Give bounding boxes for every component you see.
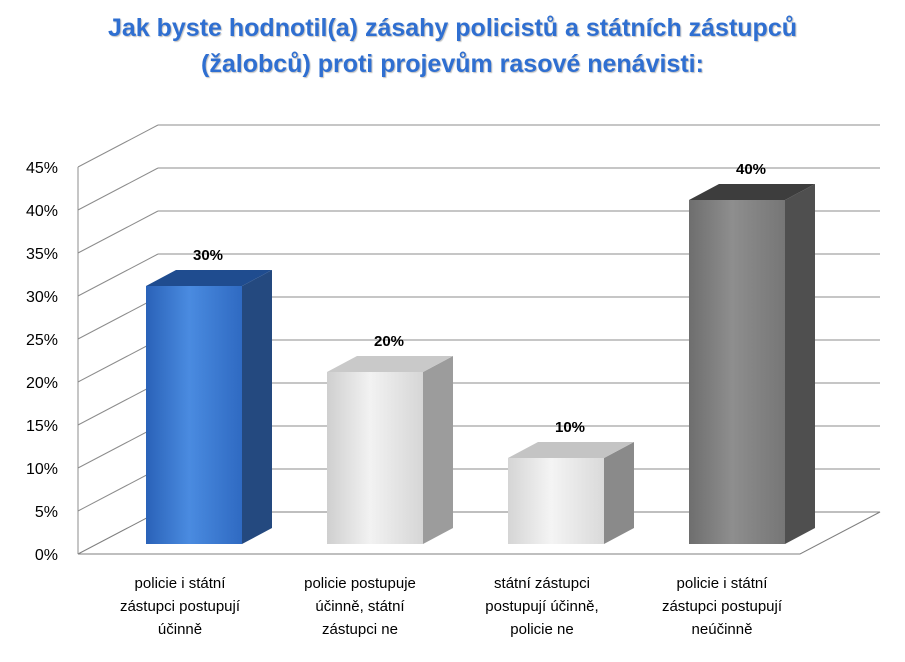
x-category-label: policie i státní zástupci postupují účinně	[95, 572, 265, 641]
y-tick-label: 10%	[26, 461, 58, 478]
y-tick-label: 30%	[26, 289, 58, 306]
bar-side	[604, 442, 634, 544]
y-tick-label: 0%	[35, 547, 58, 564]
gridline-side	[77, 468, 159, 512]
data-label: 30%	[193, 247, 223, 264]
x-category-label: policie i státní zástupci postupují neúčin…	[637, 572, 807, 641]
bar-front	[689, 200, 785, 544]
data-label: 20%	[374, 333, 404, 350]
gridline-side	[77, 253, 159, 297]
bar-front	[146, 286, 242, 544]
chart-title-line-2: (žalobců) proti projevům rasové nenávist…	[201, 50, 704, 78]
x-category-label-line: policie ne	[510, 621, 574, 638]
gridline-side	[77, 210, 159, 254]
bar-front	[327, 372, 423, 544]
gridline-side	[77, 296, 159, 340]
data-labels: 30% 20% 10% 40%	[193, 161, 766, 436]
bar-front	[508, 458, 604, 544]
bar-side	[242, 270, 272, 544]
bar-top	[327, 356, 453, 372]
bar	[689, 184, 815, 544]
x-category-label-line: zástupci ne	[322, 621, 398, 638]
y-tick-label: 40%	[26, 203, 58, 220]
x-category-label-line: státní zástupci	[494, 575, 590, 592]
chart-title: Jak byste hodnotil(a) zásahy policistů a…	[0, 10, 905, 82]
x-category-label-line: policie i státní	[676, 575, 768, 592]
gridline-side	[77, 124, 159, 168]
data-label: 40%	[736, 161, 766, 178]
bars	[146, 184, 815, 544]
x-category-label-line: zástupci postupují	[661, 598, 783, 615]
y-tick-label: 20%	[26, 375, 58, 392]
gridline-side	[77, 339, 159, 383]
gridline-side	[77, 167, 159, 211]
bar	[508, 442, 634, 544]
x-category-label-line: zástupci postupují	[119, 598, 241, 615]
x-category-label-line: neúčinně	[691, 621, 753, 638]
bar-side	[423, 356, 453, 544]
floor	[77, 511, 881, 555]
gridline-side	[77, 382, 159, 426]
chart-title-line-1: Jak byste hodnotil(a) zásahy policistů a…	[107, 14, 798, 42]
gridlines	[77, 124, 881, 555]
y-tick-label: 25%	[26, 332, 58, 349]
data-label: 10%	[555, 419, 585, 436]
y-tick-label: 45%	[26, 160, 58, 177]
bar-top	[689, 184, 815, 200]
x-category-label: policie postupuje účinně, státní zástupci …	[275, 572, 445, 641]
x-category-label-line: policie postupuje	[304, 575, 416, 592]
bar	[146, 270, 272, 544]
y-tick-label: 5%	[35, 504, 58, 521]
y-tick-label: 35%	[26, 246, 58, 263]
x-category-label-line: účinně, státní	[315, 598, 405, 615]
bar-side	[785, 184, 815, 544]
y-tick-label: 15%	[26, 418, 58, 435]
x-category-label: státní zástupci postupují účinně, policie …	[457, 572, 627, 641]
bar-top	[508, 442, 634, 458]
side-wall	[78, 125, 158, 554]
bar	[327, 356, 453, 544]
x-category-label-line: policie i státní	[134, 575, 226, 592]
bar-top	[146, 270, 272, 286]
gridline-side	[77, 425, 159, 469]
x-category-label-line: postupují účinně,	[485, 598, 599, 615]
y-axis: 0% 5% 10% 15% 20% 25% 30% 35% 40% 45%	[26, 160, 79, 564]
x-category-label-line: účinně	[157, 621, 203, 638]
